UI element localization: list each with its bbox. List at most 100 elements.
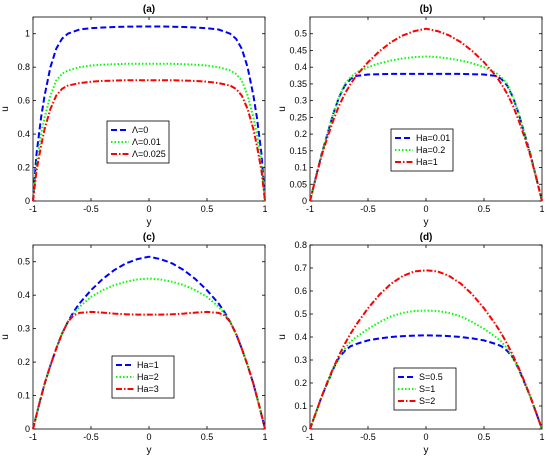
series-line-1 bbox=[309, 309, 543, 430]
legend-box bbox=[111, 355, 175, 399]
y-tick-label: 0.5 bbox=[17, 257, 30, 267]
legend-entry-label: Ha=1 bbox=[137, 360, 159, 370]
y-tick-label: 0.4 bbox=[17, 290, 30, 300]
chart-panel-3: (d) -1 -0.5 0 0.5 1 0 0.1 0.2 0.3 0.4 0.5 0.6 0.7 0.8 y… bbox=[277, 232, 545, 456]
series-line-2 bbox=[32, 310, 266, 430]
legend: Λ=0 Λ=0.01 Λ=0.025 bbox=[106, 120, 170, 164]
series-line-2 bbox=[32, 79, 266, 202]
y-tick-label: 0.1 bbox=[17, 391, 30, 401]
chart-panel-1: (b) -1 -0.5 0 0.5 1 0 0.05 0.1 0.15 0.2 0.25 0.3 0.35… bbox=[277, 4, 545, 228]
chart-panel-0: (a)-1 -0.5 0 0.5 100.20.40.60.81yuΛ=0Λ=0.01Λ… bbox=[0, 4, 268, 228]
y-tick-label: 0.3 bbox=[294, 355, 307, 365]
legend-entry-label: S=2 bbox=[419, 396, 435, 406]
y-tick-label: 1 bbox=[25, 29, 30, 39]
chart-title: (c) bbox=[143, 232, 155, 243]
y-tick-label: 0.4 bbox=[294, 62, 307, 72]
y-tick-label: 0.4 bbox=[17, 129, 30, 139]
x-tick-label: 1 bbox=[262, 204, 267, 214]
chart-title: (b) bbox=[420, 4, 433, 15]
legend-entry-label: Ha=2 bbox=[137, 372, 159, 382]
x-axis-label: y bbox=[147, 445, 152, 456]
legend: Ha=0.01 Ha=0.2 Ha=1 bbox=[390, 128, 454, 172]
y-axis-label: u bbox=[0, 106, 11, 112]
x-tick-label: -1 bbox=[306, 204, 314, 214]
legend-entry-label: S=0.5 bbox=[419, 372, 443, 382]
legend-box bbox=[390, 128, 454, 172]
y-tick-label: 0.3 bbox=[294, 96, 307, 106]
x-tick-label: 0.5 bbox=[478, 204, 491, 214]
legend: S=0.5 S=1 S=2 bbox=[393, 367, 457, 411]
y-tick-label: 0.3 bbox=[17, 324, 30, 334]
x-axis-label: y bbox=[424, 217, 429, 228]
plot-area-frame bbox=[32, 244, 266, 430]
legend-entry-label: S=1 bbox=[419, 384, 435, 394]
y-tick-label: 0.1 bbox=[294, 163, 307, 173]
y-tick-label: 0 bbox=[25, 424, 30, 434]
legend-entry-label: Ha=0.01 bbox=[416, 133, 450, 143]
y-tick-label: 0.2 bbox=[17, 163, 30, 173]
chart-panel-2: (c) -1 -0.5 0 0.5 1 0 0.1 0.2 0.3 0.4 0.5 y u Ha=1 Ha=2… bbox=[0, 232, 268, 456]
legend-box bbox=[106, 120, 170, 164]
series-line-2 bbox=[309, 27, 543, 202]
y-tick-label: 0.8 bbox=[17, 62, 30, 72]
y-tick-label: 0.5 bbox=[294, 309, 307, 319]
y-tick-label: 0.4 bbox=[294, 332, 307, 342]
chart-title: (d) bbox=[420, 232, 433, 243]
y-tick-label: 0.35 bbox=[289, 79, 307, 89]
y-tick-label: 0.25 bbox=[289, 112, 307, 122]
y-tick-label: 0.45 bbox=[289, 45, 307, 55]
series-line-1 bbox=[309, 55, 543, 202]
y-tick-label: 0.15 bbox=[289, 146, 307, 156]
x-tick-label: 0 bbox=[146, 432, 151, 442]
y-tick-label: 0.6 bbox=[294, 286, 307, 296]
y-tick-label: 0.8 bbox=[294, 240, 307, 250]
legend-entry-label: Λ=0.025 bbox=[132, 149, 166, 159]
x-tick-label: -1 bbox=[306, 432, 314, 442]
x-tick-label: -0.5 bbox=[83, 432, 99, 442]
legend-entry-label: Ha=0.2 bbox=[416, 145, 445, 155]
x-tick-label: 0 bbox=[423, 204, 428, 214]
x-tick-label: 0.5 bbox=[201, 204, 214, 214]
x-tick-label: 0 bbox=[146, 204, 151, 214]
y-tick-label: 0.6 bbox=[17, 96, 30, 106]
x-tick-label: 0 bbox=[423, 432, 428, 442]
y-tick-label: 0.2 bbox=[294, 378, 307, 388]
legend: Ha=1 Ha=2 Ha=3 bbox=[111, 355, 175, 399]
y-tick-label: 0 bbox=[25, 196, 30, 206]
plot-area-frame bbox=[309, 16, 543, 202]
legend-entry-label: Ha=3 bbox=[137, 384, 159, 394]
legend-box bbox=[393, 367, 457, 411]
chart-title: (a) bbox=[143, 4, 155, 15]
x-axis-label: y bbox=[147, 217, 152, 228]
x-tick-label: -0.5 bbox=[83, 204, 99, 214]
y-tick-label: 0.05 bbox=[289, 179, 307, 189]
legend-entry-label: Λ=0 bbox=[132, 125, 148, 135]
y-tick-label: 0.5 bbox=[294, 29, 307, 39]
y-axis-label: u bbox=[0, 334, 11, 340]
y-tick-label: 0.2 bbox=[17, 357, 30, 367]
y-tick-label: 0 bbox=[302, 196, 307, 206]
x-tick-label: 0.5 bbox=[201, 432, 214, 442]
x-axis-label: y bbox=[424, 445, 429, 456]
x-tick-label: -1 bbox=[29, 204, 37, 214]
series-line-0 bbox=[32, 25, 266, 202]
x-tick-label: 1 bbox=[539, 204, 544, 214]
legend-entry-label: Λ=0.01 bbox=[132, 137, 161, 147]
x-tick-label: -0.5 bbox=[360, 204, 376, 214]
y-tick-label: 0.7 bbox=[294, 263, 307, 273]
legend-entry-label: Ha=1 bbox=[416, 157, 438, 167]
x-tick-label: 1 bbox=[262, 432, 267, 442]
y-tick-label: 0 bbox=[302, 424, 307, 434]
series-line-1 bbox=[32, 277, 266, 430]
x-tick-label: 1 bbox=[539, 432, 544, 442]
series-line-2 bbox=[309, 269, 543, 430]
y-axis-label: u bbox=[277, 106, 288, 112]
plot-area-frame bbox=[32, 16, 266, 202]
x-tick-label: -1 bbox=[29, 432, 37, 442]
y-tick-label: 0.1 bbox=[294, 401, 307, 411]
x-tick-label: 0.5 bbox=[478, 432, 491, 442]
y-tick-label: 0.2 bbox=[294, 129, 307, 139]
x-tick-label: -0.5 bbox=[360, 432, 376, 442]
series-line-0 bbox=[32, 255, 266, 430]
